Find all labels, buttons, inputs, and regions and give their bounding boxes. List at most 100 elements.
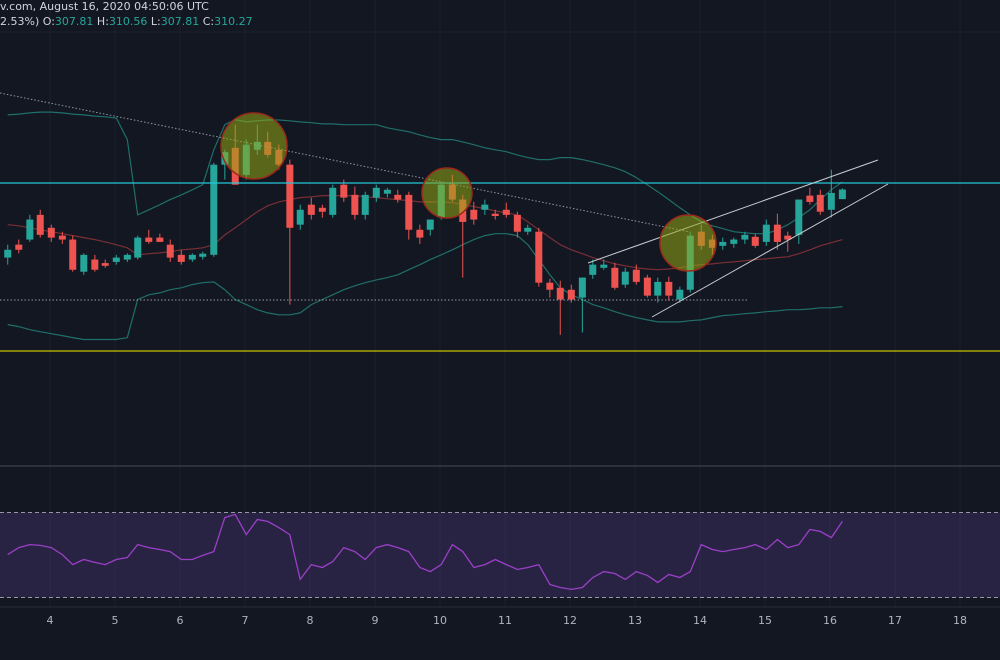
candle-body [394,194,402,200]
candle-body [567,289,575,300]
candle-body [177,254,185,262]
candle-body [188,254,196,260]
indicator-line [7,233,843,341]
candle-body [101,263,109,266]
x-tick-label: 13 [628,614,642,627]
candle-body [806,195,814,202]
candle-body [80,254,88,272]
candle-body [611,267,619,288]
candle-body [134,237,142,258]
ohlc-label: H: [96,15,109,28]
grid [49,0,961,607]
wedge-lower [651,183,889,318]
trend-line [0,92,691,233]
candle-body [426,219,434,230]
candle-body [816,194,824,212]
rsi-band [0,512,1000,598]
ohlc-value: 310.27 [214,15,253,28]
candle-body [578,277,586,298]
candle-body [762,224,770,242]
candle-body [361,194,369,215]
candle-body [329,187,337,215]
candle-body [15,244,23,250]
change: 2.53%) [0,15,40,28]
candle-body [91,259,99,270]
ohlc-value: 307.81 [54,15,94,28]
candle-body [665,281,673,296]
candle-body [145,237,153,242]
candle-body [524,227,532,232]
candle-body [405,194,413,230]
candle-body [589,264,597,275]
candle-body [123,254,131,260]
candle-body [632,269,640,282]
candle-body [166,244,174,258]
candle-body [58,235,66,240]
candle-body [318,207,326,212]
candle-body [156,237,164,242]
x-tick-label: 4 [46,614,53,627]
candle-body [491,213,499,217]
candle-body [827,192,835,210]
candle-body [676,289,684,300]
candle-body [4,249,12,258]
x-tick-label: 7 [241,614,248,627]
candle-body [730,239,738,244]
header-ohlc: 2.53%) O:307.81 H:310.56 L:307.81 C:310.… [0,15,253,28]
candle-body [26,219,34,240]
candle-body [340,184,348,198]
ohlc-label: O: [42,15,55,28]
x-tick-label: 6 [176,614,183,627]
candle-body [751,236,759,246]
candle-body [36,214,44,235]
x-tick-label: 12 [563,614,577,627]
candle-body [773,224,781,242]
indicator-line [7,195,843,271]
candle-body [643,277,651,296]
candle-body [351,194,359,215]
candle-body [838,189,846,200]
x-tick-label: 14 [693,614,707,627]
x-tick-label: 9 [372,614,379,627]
x-tick-label: 18 [953,614,967,627]
source: v.com, August 16, 2020 04:50:06 UTC [0,0,209,13]
wedge-upper [587,159,879,264]
candle-body [784,235,792,240]
candle-body [47,227,55,238]
x-tick-label: 5 [111,614,118,627]
candle-body [600,264,608,268]
candle-body [210,164,218,255]
candle-body [654,281,662,296]
candle-body [383,189,391,194]
layers [0,111,1000,598]
rsi-line [7,513,843,591]
candle-body [621,271,629,285]
x-tick-label: 17 [888,614,902,627]
candle-body [546,282,554,290]
highlight-circle [659,214,717,272]
indicator-line [7,111,843,235]
x-tick-label: 11 [498,614,512,627]
header-source: v.com, August 16, 2020 04:50:06 UTC [0,0,209,13]
x-tick-label: 16 [823,614,837,627]
candle-body [741,234,749,240]
ohlc-label: L: [150,15,161,28]
x-tick-label: 10 [433,614,447,627]
candle-body [372,187,380,198]
x-tick-label: 8 [306,614,313,627]
highlight-circle [220,112,288,180]
candle-body [416,229,424,238]
candle-body [719,241,727,246]
candle-body [556,287,564,300]
candle-body [795,199,803,235]
candle-body [535,231,543,283]
candle-body [502,209,510,215]
candle-body [481,204,489,210]
candle-body [286,164,294,228]
ohlc-value: 310.56 [108,15,148,28]
x-tick-label: 15 [758,614,772,627]
candle-body [470,209,478,220]
candle-body [513,214,521,232]
